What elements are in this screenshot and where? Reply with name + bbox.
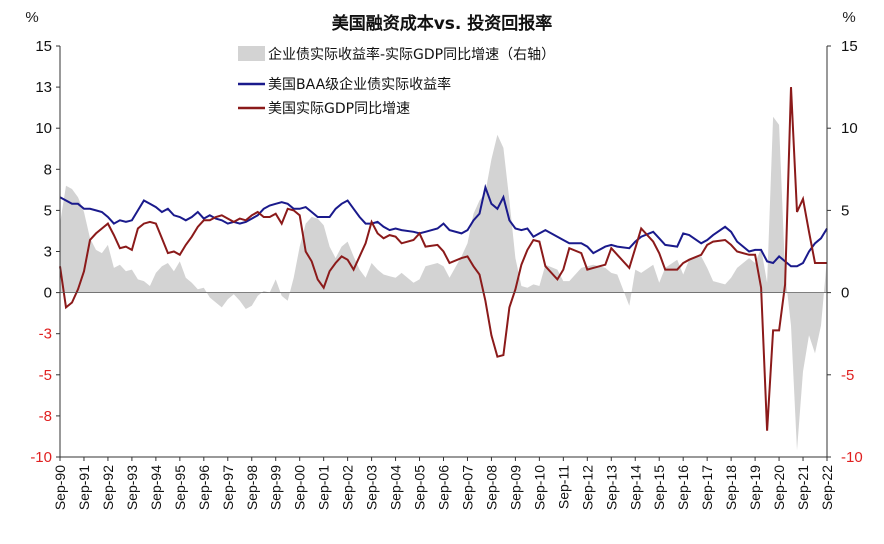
x-tick-label: Sep-04 (388, 465, 404, 510)
right-tick-label: 10 (841, 120, 858, 137)
left-tick-label: 3 (44, 244, 52, 261)
x-tick-label: Sep-18 (723, 465, 739, 510)
baa-yield-line (59, 183, 828, 268)
x-tick-label: Sep-92 (100, 465, 116, 510)
x-tick-label: Sep-95 (172, 465, 188, 510)
left-tick-label: -10 (30, 449, 52, 466)
left-tick-label: 10 (35, 120, 52, 137)
lines-layer (59, 87, 828, 431)
x-tick-label: Sep-91 (76, 465, 92, 510)
legend-label-gdp: 美国实际GDP同比增速 (268, 101, 410, 117)
gdp-growth-line (59, 87, 827, 431)
right-tick-label: -10 (841, 449, 863, 466)
left-tick-label: -3 (39, 326, 52, 343)
left-tick-label: -5 (39, 367, 52, 384)
x-tick-label: Sep-06 (436, 465, 452, 510)
x-tick-label: Sep-99 (268, 465, 284, 510)
x-tick-label: Sep-07 (459, 465, 475, 510)
x-tick-label: Sep-21 (795, 465, 811, 510)
x-tick-label: Sep-14 (627, 465, 643, 510)
x-tick-label: Sep-19 (747, 465, 763, 510)
left-tick-label: 15 (35, 38, 52, 55)
x-tick-label: Sep-94 (148, 465, 164, 510)
x-tick-label: Sep-22 (819, 465, 835, 510)
x-tick-label: Sep-02 (340, 465, 356, 510)
x-tick-label: Sep-00 (292, 465, 308, 510)
x-tick-label: Sep-20 (771, 465, 787, 510)
x-tick-label: Sep-10 (531, 465, 547, 510)
right-tick-label: 5 (841, 202, 849, 219)
right-tick-label: -5 (841, 367, 854, 384)
left-tick-label: 8 (44, 161, 52, 178)
x-tick-label: Sep-15 (651, 465, 667, 510)
legend-swatch-spread (238, 46, 265, 61)
x-tick-label: Sep-97 (220, 465, 236, 510)
left-tick-label: 5 (44, 202, 52, 219)
right-tick-label: 0 (841, 285, 849, 302)
x-tick-label: Sep-01 (316, 465, 332, 510)
x-tick-label: Sep-09 (507, 465, 523, 510)
left-tick-label: -8 (39, 408, 52, 425)
x-tick-label: Sep-08 (483, 465, 499, 510)
legend: 企业债实际收益率-实际GDP同比增速（右轴） 美国BAA级企业债实际收益率 美国… (238, 46, 555, 117)
spread-area-layer (60, 116, 827, 451)
chart-title: 美国融资成本vs. 投资回报率 (332, 13, 553, 34)
x-tick-label: Sep-96 (196, 465, 212, 510)
x-tick-label: Sep-12 (579, 465, 595, 510)
legend-label-baa: 美国BAA级企业债实际收益率 (268, 76, 451, 93)
right-axis-unit: % (842, 9, 855, 26)
x-tick-label: Sep-93 (124, 465, 140, 510)
x-tick-label: Sep-16 (675, 465, 691, 510)
spread-area (60, 116, 827, 451)
x-tick-label: Sep-03 (364, 465, 380, 510)
x-tick-label: Sep-17 (699, 465, 715, 510)
x-tick-label: Sep-90 (52, 465, 68, 510)
x-tick-label: Sep-05 (412, 465, 428, 510)
legend-label-spread: 企业债实际收益率-实际GDP同比增速（右轴） (268, 46, 555, 63)
right-tick-label: 15 (841, 38, 858, 55)
x-tick-label: Sep-11 (555, 465, 571, 509)
x-tick-label: Sep-98 (244, 465, 260, 510)
left-tick-label: 13 (35, 79, 52, 96)
left-axis-unit: % (25, 9, 38, 26)
x-tick-label: Sep-13 (603, 465, 619, 510)
left-tick-label: 0 (44, 285, 52, 302)
